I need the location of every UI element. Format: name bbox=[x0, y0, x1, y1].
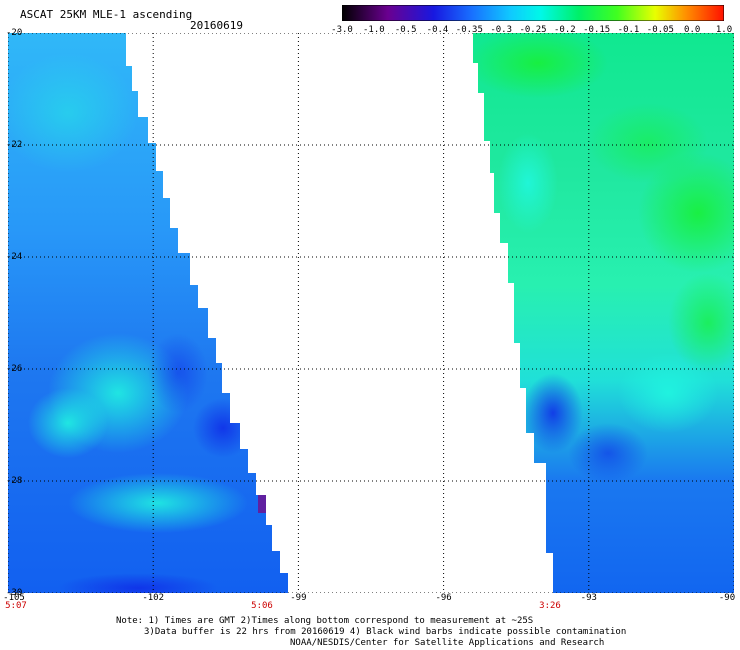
longitude-label: -105 bbox=[3, 593, 25, 603]
colorbar-tick-label: -1.0 bbox=[362, 25, 385, 35]
latitude-label: -26 bbox=[6, 364, 23, 374]
longitude-label: -93 bbox=[580, 593, 597, 603]
map-title: ASCAT 25KM MLE-1 ascending bbox=[20, 8, 193, 21]
latitude-label: -24 bbox=[6, 252, 23, 262]
colorbar-tick-label: -0.4 bbox=[426, 25, 449, 35]
colorbar-tick-label: -0.5 bbox=[394, 25, 417, 35]
colorbar-tick-label: 1.0 bbox=[715, 25, 733, 35]
longitude-label: -102 bbox=[142, 593, 165, 603]
right-swath bbox=[473, 33, 734, 593]
longitude-label: -90 bbox=[718, 593, 736, 603]
longitude-label: -99 bbox=[290, 593, 307, 603]
latitude-label: -28 bbox=[6, 476, 23, 486]
footer-note-2: 3)Data buffer is 22 hrs from 20160619 4)… bbox=[144, 627, 627, 637]
latitude-label: -30 bbox=[6, 588, 23, 598]
colorbar-tick-label: -3.0 bbox=[331, 25, 353, 35]
colorbar-tick-label: -0.2 bbox=[553, 25, 576, 35]
colorbar-tick-label: 0.0 bbox=[684, 25, 701, 35]
swath-time-label: 5:06 bbox=[251, 601, 273, 611]
colorbar-tick-label: -0.05 bbox=[646, 25, 674, 35]
colorbar-tick-label: -0.1 bbox=[617, 25, 640, 35]
footer-note-1: Note: 1) Times are GMT 2)Times along bot… bbox=[116, 616, 534, 626]
wind-speed-map bbox=[8, 33, 734, 593]
map-date: 20160619 bbox=[190, 19, 243, 32]
colorbar-tick-label: -0.3 bbox=[490, 25, 512, 35]
swath-time-label: 5:07 bbox=[5, 601, 27, 611]
colorbar-tick-label: -0.15 bbox=[583, 25, 611, 35]
latitude-label: -22 bbox=[6, 140, 23, 150]
colorbar-tick-label: -0.35 bbox=[455, 25, 483, 35]
longitude-label: -96 bbox=[435, 593, 452, 603]
latitude-label: -20 bbox=[6, 28, 23, 38]
swath-time-label: 3:26 bbox=[539, 601, 561, 611]
footer-credit: NOAA/NESDIS/Center for Satellite Applica… bbox=[290, 638, 605, 648]
colorbar bbox=[342, 5, 724, 21]
graticule bbox=[8, 33, 734, 593]
colorbar-tick-label: -0.25 bbox=[519, 25, 547, 35]
